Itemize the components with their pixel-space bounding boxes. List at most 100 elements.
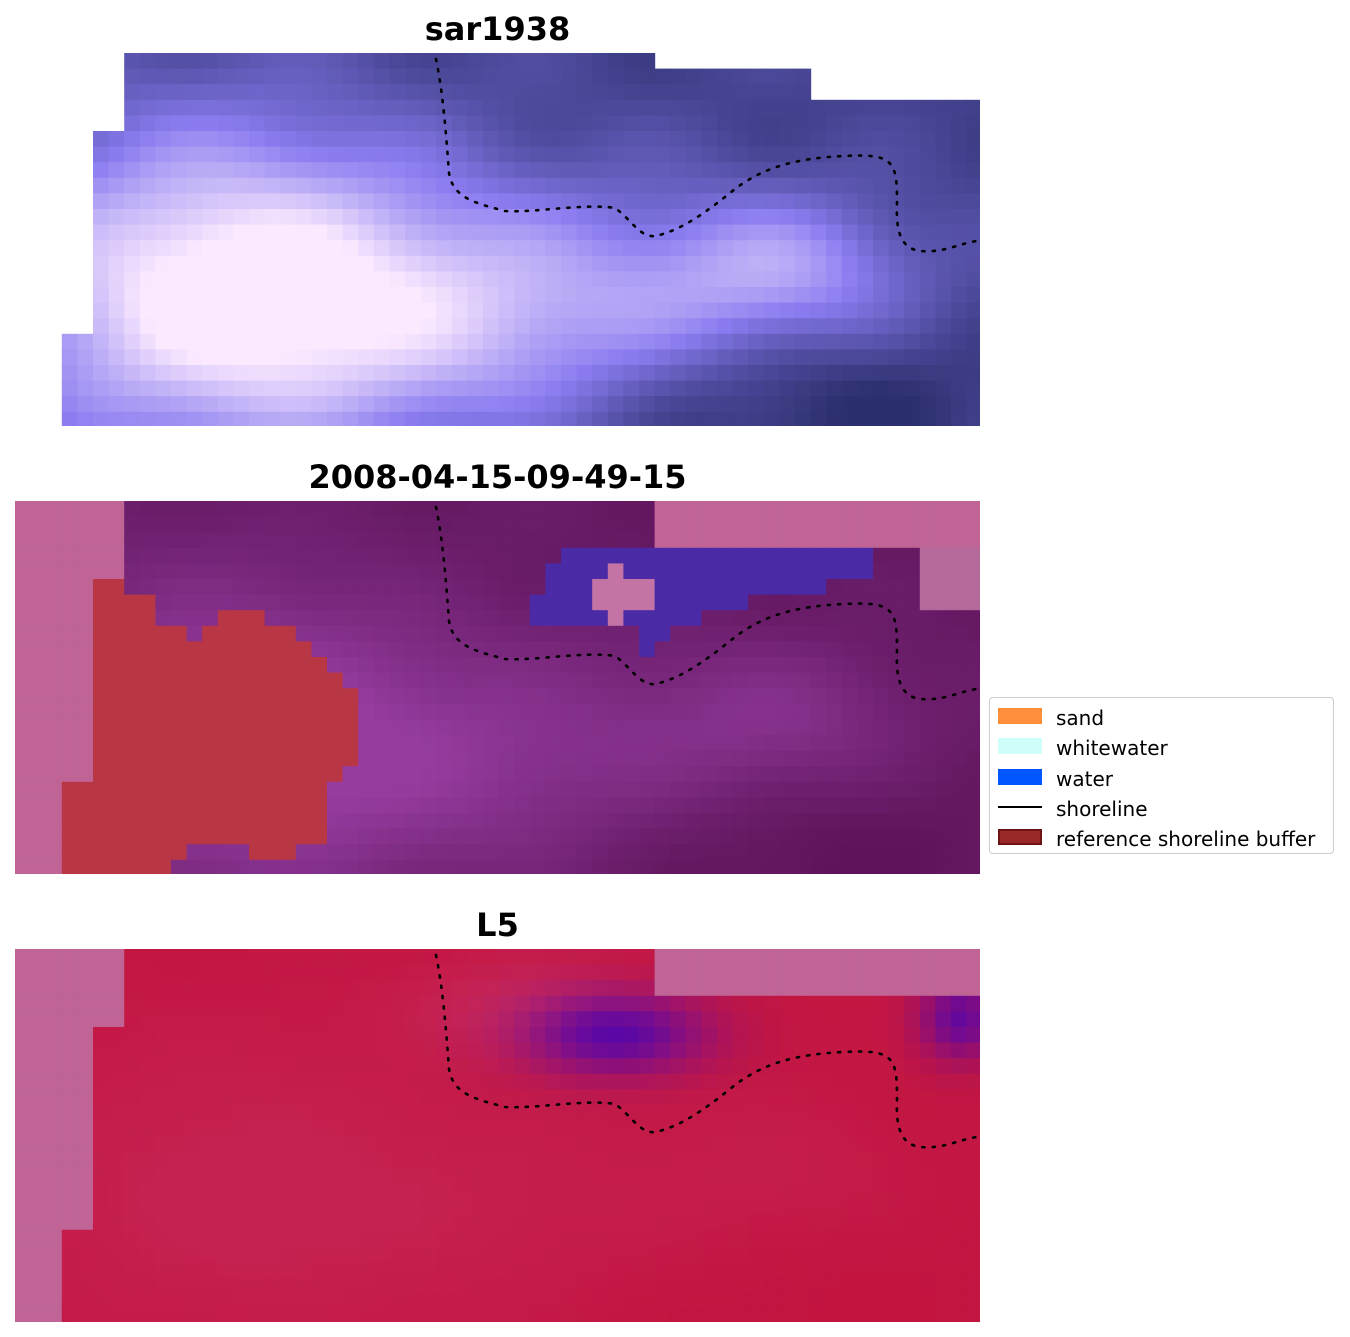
raster-cell xyxy=(529,240,546,257)
raster-cell xyxy=(623,271,640,288)
raster-cell xyxy=(935,271,952,288)
raster-cell xyxy=(202,766,219,783)
raster-cell xyxy=(295,1151,312,1168)
raster-cell xyxy=(717,193,734,210)
raster-cell xyxy=(685,84,702,101)
raster-cell xyxy=(311,1011,328,1028)
raster-cell xyxy=(748,177,765,194)
raster-cell xyxy=(233,797,250,814)
raster-cell xyxy=(420,949,437,966)
raster-cell xyxy=(264,1245,281,1262)
raster-cell xyxy=(436,797,453,814)
raster-cell xyxy=(732,1261,749,1278)
raster-cell xyxy=(217,146,234,163)
classified-image-panel xyxy=(15,501,980,874)
raster-cell xyxy=(420,797,437,814)
raster-cell xyxy=(30,844,47,861)
raster-cell xyxy=(249,131,266,148)
raster-cell xyxy=(264,563,281,580)
raster-cell xyxy=(139,625,156,642)
raster-cell xyxy=(483,287,500,304)
raster-cell xyxy=(763,84,780,101)
raster-cell xyxy=(904,859,921,874)
raster-cell xyxy=(108,1276,125,1293)
raster-cell xyxy=(467,1261,484,1278)
raster-cell xyxy=(919,224,936,241)
raster-cell xyxy=(795,1229,812,1246)
raster-cell xyxy=(451,501,468,518)
raster-cell xyxy=(904,193,921,210)
raster-cell xyxy=(748,610,765,627)
raster-cell xyxy=(935,162,952,179)
raster-cell xyxy=(451,1261,468,1278)
raster-cell xyxy=(342,964,359,981)
raster-cell xyxy=(873,1058,890,1075)
raster-cell xyxy=(295,547,312,564)
raster-cell xyxy=(966,641,980,658)
raster-cell xyxy=(576,964,593,981)
raster-cell xyxy=(249,1198,266,1215)
raster-cell xyxy=(919,797,936,814)
raster-cell xyxy=(795,1105,812,1122)
raster-cell xyxy=(405,318,422,335)
raster-cell xyxy=(405,1058,422,1075)
raster-cell xyxy=(888,625,905,642)
raster-cell xyxy=(280,844,297,861)
raster-cell xyxy=(826,411,843,426)
raster-cell xyxy=(483,1105,500,1122)
raster-cell xyxy=(483,209,500,226)
raster-cell xyxy=(576,318,593,335)
raster-cell xyxy=(841,1245,858,1262)
raster-cell xyxy=(545,610,562,627)
raster-cell xyxy=(77,333,94,350)
raster-cell xyxy=(717,641,734,658)
raster-cell xyxy=(935,1120,952,1137)
raster-cell xyxy=(498,193,515,210)
raster-cell xyxy=(670,781,687,798)
raster-cell xyxy=(763,516,780,533)
raster-cell xyxy=(904,224,921,241)
raster-cell xyxy=(732,797,749,814)
raster-cell xyxy=(639,287,656,304)
raster-cell xyxy=(295,579,312,596)
raster-cell xyxy=(155,115,172,132)
raster-cell xyxy=(857,396,874,413)
raster-cell xyxy=(124,411,141,426)
raster-cell xyxy=(358,1167,375,1184)
raster-cell xyxy=(904,1120,921,1137)
raster-cell xyxy=(919,255,936,272)
raster-cell xyxy=(623,859,640,874)
raster-cell xyxy=(748,1307,765,1322)
raster-cell xyxy=(233,177,250,194)
raster-cell xyxy=(77,844,94,861)
raster-cell xyxy=(685,797,702,814)
raster-cell xyxy=(795,813,812,830)
raster-cell xyxy=(467,287,484,304)
raster-cell xyxy=(233,162,250,179)
raster-cell xyxy=(186,781,203,798)
raster-cell xyxy=(919,1167,936,1184)
raster-cell xyxy=(373,177,390,194)
raster-cell xyxy=(139,224,156,241)
raster-cell xyxy=(607,735,624,752)
raster-cell xyxy=(654,980,671,997)
raster-cell xyxy=(514,980,531,997)
raster-cell xyxy=(93,719,110,736)
raster-cell xyxy=(93,797,110,814)
raster-cell xyxy=(311,1058,328,1075)
raster-cell xyxy=(763,1229,780,1246)
raster-cell xyxy=(545,193,562,210)
raster-cell xyxy=(202,1245,219,1262)
raster-cell xyxy=(327,287,344,304)
raster-cell xyxy=(30,516,47,533)
raster-cell xyxy=(233,625,250,642)
raster-cell xyxy=(61,1120,78,1137)
raster-cell xyxy=(233,84,250,101)
raster-cell xyxy=(93,964,110,981)
raster-cell xyxy=(841,380,858,397)
raster-cell xyxy=(529,131,546,148)
raster-cell xyxy=(779,844,796,861)
raster-cell xyxy=(358,1027,375,1044)
raster-cell xyxy=(607,1042,624,1059)
raster-cell xyxy=(966,532,980,549)
